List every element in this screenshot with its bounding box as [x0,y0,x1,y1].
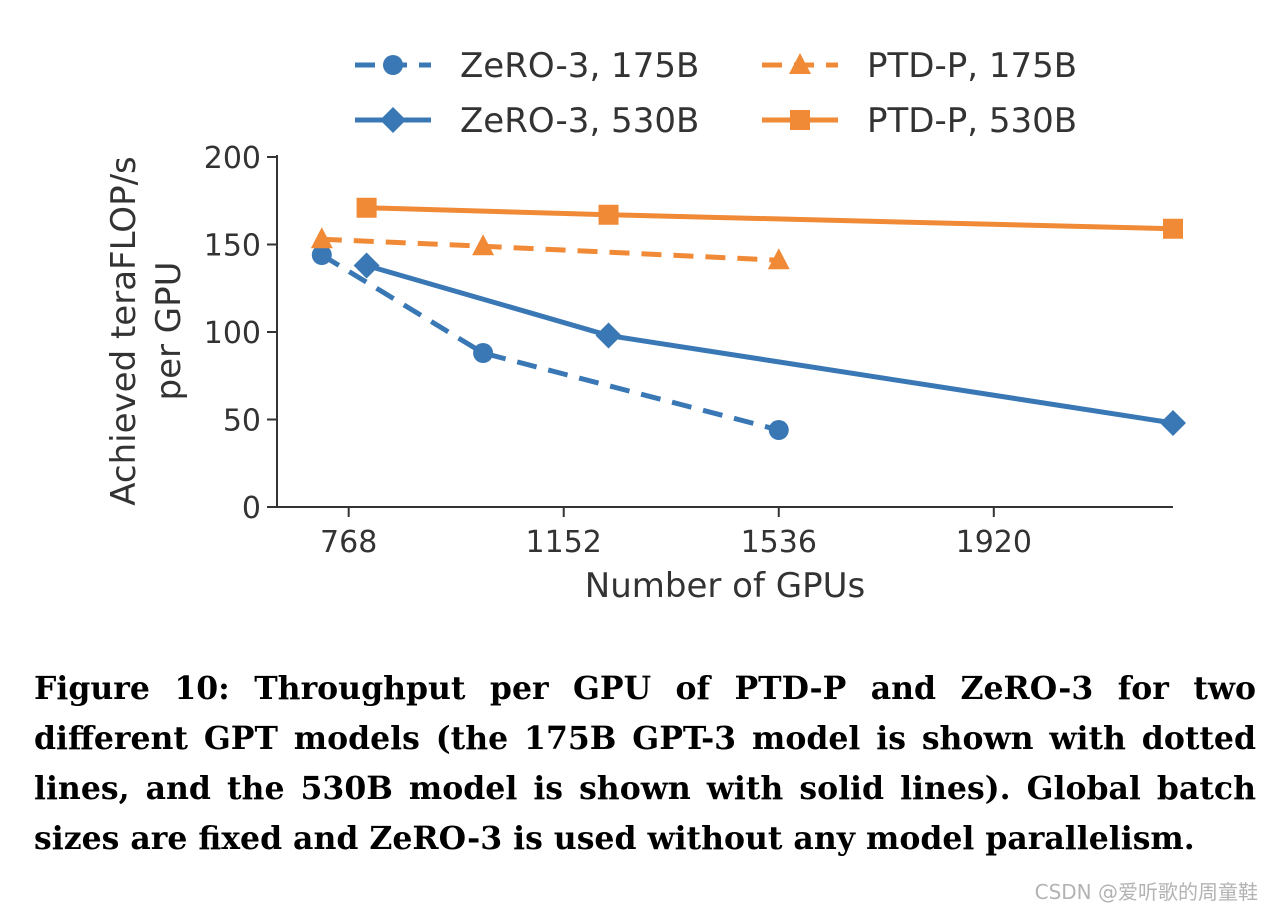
series-3 [356,197,1183,239]
legend-label-1: ZeRO-3, 530B [460,101,699,141]
data-point-0-2 [768,420,789,440]
data-point-2-1 [472,234,495,256]
legend-entry-3: PTD-P, 530B [762,101,1077,141]
legend-label-0: ZeRO-3, 175B [460,46,699,86]
legend-marker-0 [383,55,403,75]
y-tick-label-100: 100 [204,316,261,351]
figure-caption: Figure 10: Throughput per GPU of PTD-P a… [34,670,1256,857]
data-point-3-1 [598,204,619,225]
data-point-0-0 [311,245,332,265]
y-tick-label-50: 50 [223,404,261,439]
legend-entry-0: ZeRO-3, 175B [355,46,699,86]
y-axis-label-line-2: per GPU [149,261,189,400]
data-point-1-1 [595,322,622,349]
x-tick-label-1152: 1152 [526,525,602,560]
legend-marker-3 [790,110,810,130]
legend: ZeRO-3, 175B ZeRO-3, 530B PTD-P, 175B PTD-P… [355,46,1077,141]
series-0 [311,245,789,440]
legend-entry-1: ZeRO-3, 530B [355,101,699,141]
series-2 [310,227,790,270]
x-tick-label-1920: 1920 [956,525,1032,560]
series-layer [310,197,1186,440]
x-tick-label-768: 768 [320,525,377,560]
data-point-1-0 [353,252,380,279]
legend-label-2: PTD-P, 175B [867,46,1077,86]
watermark: CSDN @爱听歌的周童鞋 [1034,880,1258,904]
ticks: 0 50 100 150 200 768 1152 1536 1920 [204,141,1032,560]
x-tick-label-1536: 1536 [741,525,817,560]
throughput-chart: ZeRO-3, 175B ZeRO-3, 530B PTD-P, 175B PTD-P… [104,46,1186,606]
legend-entry-2: PTD-P, 175B [762,46,1077,86]
x-axis-label: Number of GPUs [585,566,865,606]
legend-label-3: PTD-P, 530B [867,101,1077,141]
data-point-3-0 [356,197,377,218]
data-point-3-2 [1163,218,1183,239]
series-1 [353,252,1186,436]
data-point-1-2 [1160,410,1186,436]
data-point-2-0 [310,227,333,249]
data-point-2-2 [767,248,790,270]
data-point-0-1 [473,343,494,363]
series-line-3 [366,205,1174,232]
y-tick-label-200: 200 [204,141,261,176]
y-tick-label-150: 150 [204,229,261,264]
legend-marker-1 [380,107,406,133]
legend-marker-2 [789,53,811,74]
series-line-0 [320,252,780,433]
series-line-2 [321,236,779,263]
y-axis-label-line-1: Achieved teraFLOP/s [104,156,144,505]
y-tick-label-0: 0 [242,491,261,526]
